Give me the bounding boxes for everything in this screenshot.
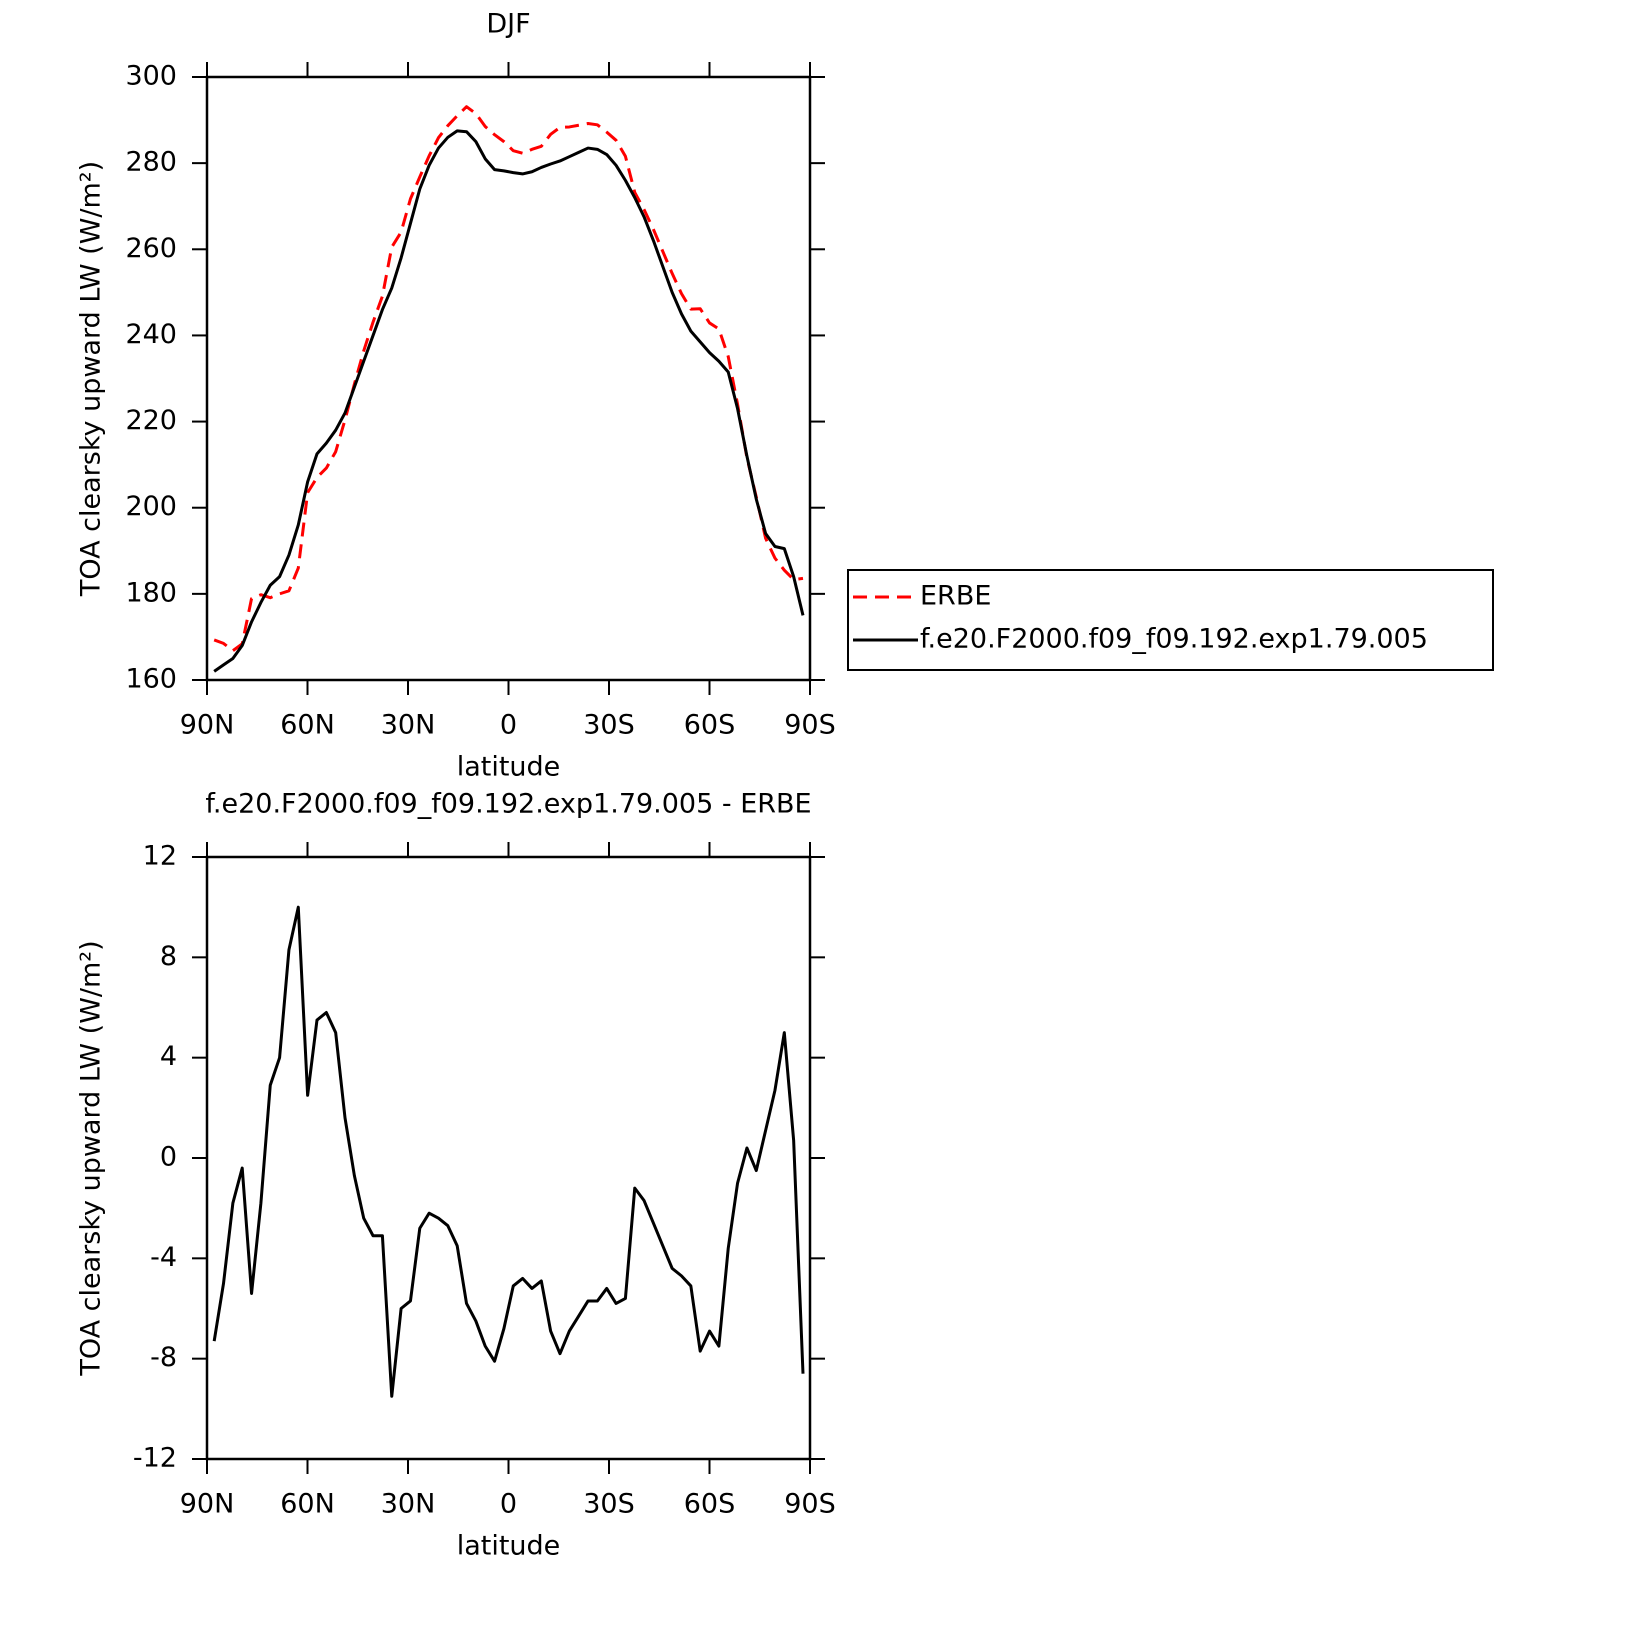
chart-title: f.e20.F2000.f09_f09.192.exp1.79.005 - ER… xyxy=(205,789,811,820)
x-tick-label: 0 xyxy=(500,1489,517,1520)
y-tick-label: 220 xyxy=(125,405,177,436)
y-tick-label: 8 xyxy=(160,941,177,972)
x-tick-label: 30S xyxy=(583,710,635,741)
x-tick-label: 30N xyxy=(381,1489,436,1520)
legend-label: ERBE xyxy=(920,581,991,612)
chart-title: DJF xyxy=(486,9,530,40)
y-tick-label: -8 xyxy=(150,1342,177,1373)
y-tick-label: -12 xyxy=(133,1443,177,1474)
y-axis-title: TOA clearsky upward LW (W/m²) xyxy=(76,940,107,1376)
x-tick-label: 30S xyxy=(583,1489,635,1520)
y-tick-label: 200 xyxy=(125,491,177,522)
x-tick-label: 60N xyxy=(280,1489,335,1520)
plot-frame xyxy=(205,855,812,1461)
x-tick-label: 60S xyxy=(684,710,736,741)
y-tick-label: 160 xyxy=(125,664,177,695)
x-tick-label: 60S xyxy=(684,1489,736,1520)
y-tick-label: 12 xyxy=(143,841,177,872)
y-tick-label: 300 xyxy=(125,61,177,92)
legend-label: f.e20.F2000.f09_f09.192.exp1.79.005 xyxy=(920,624,1428,655)
x-tick-label: 90N xyxy=(180,1489,235,1520)
y-tick-label: 240 xyxy=(125,319,177,350)
data-line xyxy=(213,105,804,653)
data-line xyxy=(212,905,805,1398)
y-tick-label: 4 xyxy=(160,1041,177,1072)
x-tick-label: 90S xyxy=(784,710,836,741)
y-tick-label: 260 xyxy=(125,233,177,264)
x-tick-label: 30N xyxy=(381,710,436,741)
y-tick-label: 180 xyxy=(125,577,177,608)
plot-frame xyxy=(205,75,812,682)
x-tick-label: 90N xyxy=(180,710,235,741)
x-axis-title: latitude xyxy=(457,1531,561,1562)
y-tick-label: 280 xyxy=(125,147,177,178)
data-line xyxy=(213,129,805,673)
x-tick-label: 0 xyxy=(500,710,517,741)
legend-box xyxy=(847,569,1494,671)
y-axis-title: TOA clearsky upward LW (W/m²) xyxy=(76,161,107,597)
y-tick-label: 0 xyxy=(160,1142,177,1173)
y-tick-label: -4 xyxy=(150,1242,177,1273)
x-tick-label: 60N xyxy=(280,710,335,741)
x-axis-title: latitude xyxy=(457,752,561,783)
x-tick-label: 90S xyxy=(784,1489,836,1520)
